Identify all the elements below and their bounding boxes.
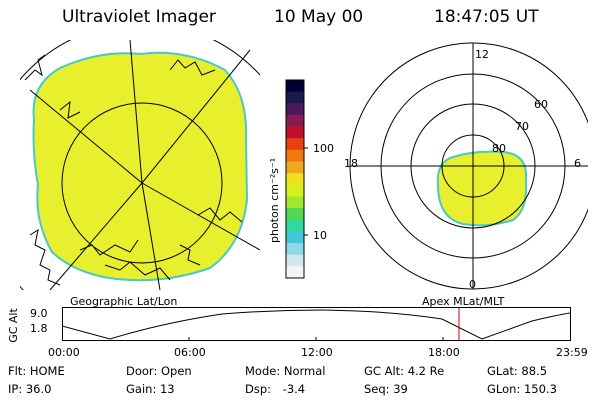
mlt-label-18: 18: [344, 157, 358, 170]
colorbar: photon cm⁻²s⁻¹: [268, 79, 308, 279]
colorbar-band: [286, 80, 304, 93]
mlt-label-12: 12: [475, 48, 489, 61]
geographic-grid: [20, 40, 260, 290]
colorbar-band: [286, 266, 304, 279]
colorbar-band: [286, 254, 304, 267]
observation-date: 10 May 00: [274, 7, 364, 27]
colorbar-band: [286, 126, 304, 139]
status-door: Door: Open: [126, 364, 192, 378]
mlt-label-0: 0: [469, 278, 476, 291]
colorbar-tick-100: 100: [313, 142, 334, 155]
timeline-x-tick-2: 12:00: [301, 346, 333, 359]
timeline-y-tick-top: 9.0: [30, 307, 48, 320]
observation-time: 18:47:05 UT: [434, 7, 539, 27]
mlt-label-6: 6: [574, 157, 581, 170]
status-gc-alt: GC Alt: 4.2 Re: [364, 364, 445, 378]
status-glat: GLat: 88.5: [487, 364, 548, 378]
colorbar-band: [286, 138, 304, 151]
altitude-timeline-plot: [62, 307, 571, 341]
timeline-x-tick-4: 23:59: [556, 346, 588, 359]
colorbar-band: [286, 149, 304, 163]
colorbar-band: [286, 208, 304, 221]
status-ip: IP: 36.0: [8, 382, 52, 396]
timeline-y-tick-bottom: 1.8: [30, 322, 48, 335]
status-dsp: Dsp: -3.4: [245, 382, 306, 396]
colorbar-band: [286, 91, 304, 104]
colorbar-tick-10: 10: [313, 229, 327, 242]
geographic-panel-label: Geographic Lat/Lon: [70, 295, 178, 308]
altitude-curve: [62, 309, 571, 340]
colorbar-band: [286, 219, 304, 232]
colorbar-band: [286, 231, 304, 244]
status-seq: Seq: 39: [364, 382, 408, 396]
timeline-x-tick-1: 06:00: [174, 346, 206, 359]
status-glon: GLon: 150.3: [487, 382, 557, 396]
polar-mlt-panel: 12 18 6 0 60 70 80: [344, 42, 588, 291]
colorbar-band: [286, 173, 304, 186]
geographic-image-panel: [20, 40, 260, 290]
instrument-title: Ultraviolet Imager: [62, 7, 216, 27]
timeline-x-tick-3: 18:00: [428, 346, 460, 359]
status-flight: Flt: HOME: [8, 364, 65, 378]
status-gain: Gain: 13: [126, 382, 175, 396]
lat-label-80: 80: [492, 142, 506, 155]
status-mode: Mode: Normal: [245, 364, 326, 378]
polar-grid: [349, 42, 588, 290]
colorbar-band: [286, 114, 304, 128]
colorbar-band: [286, 103, 304, 116]
coastlines: [24, 54, 243, 286]
colorbar-band: [286, 196, 304, 209]
timeline-y-axis-label: GC Alt: [6, 308, 20, 343]
colorbar-band: [286, 243, 304, 256]
colorbar-band: [286, 161, 304, 174]
colorbar-band: [286, 184, 304, 197]
polar-panel-label: Apex MLat/MLT: [422, 295, 505, 308]
timeline-x-tick-0: 00:00: [48, 346, 80, 359]
lat-label-60: 60: [534, 98, 548, 111]
lat-label-70: 70: [515, 120, 529, 133]
colorbar-unit-label: photon cm⁻²s⁻¹: [268, 158, 281, 243]
